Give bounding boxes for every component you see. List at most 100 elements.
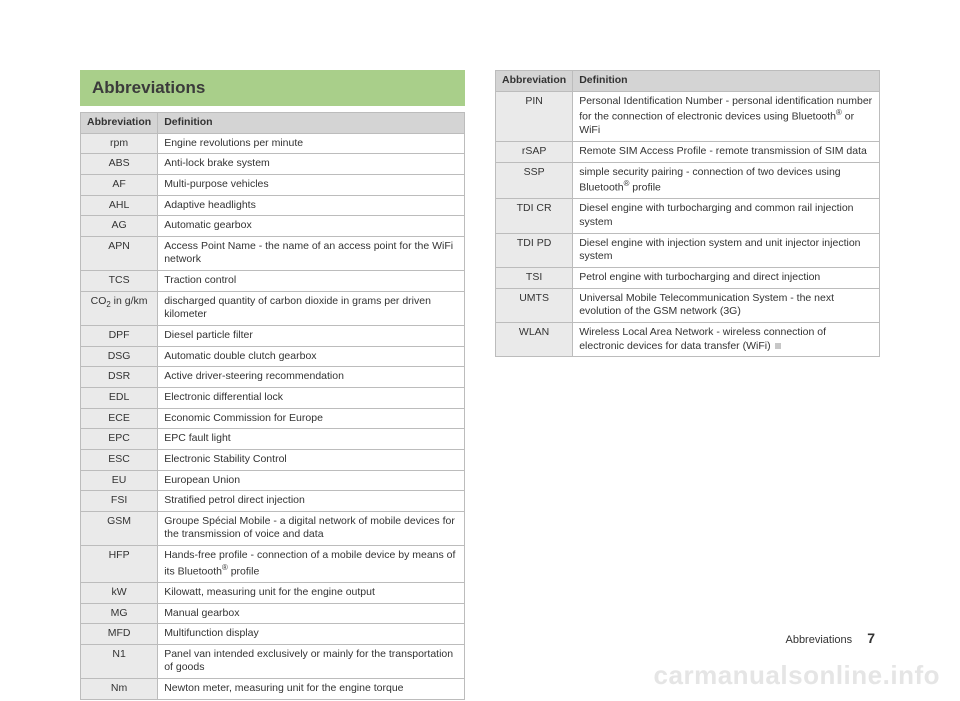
abbr-cell: AF [81, 174, 158, 195]
table-row: APNAccess Point Name - the name of an ac… [81, 236, 465, 270]
table-row: CO2 in g/kmdischarged quantity of carbon… [81, 291, 465, 325]
def-cell: Automatic gearbox [158, 216, 465, 237]
table-row: EPCEPC fault light [81, 429, 465, 450]
abbr-cell: TDI PD [496, 233, 573, 267]
table-header-row: Abbreviation Definition [496, 71, 880, 92]
header-def: Definition [158, 113, 465, 134]
def-cell: Access Point Name - the name of an acces… [158, 236, 465, 270]
abbr-cell: GSM [81, 511, 158, 545]
table-row: UMTSUniversal Mobile Telecommunication S… [496, 288, 880, 322]
abbr-cell: HFP [81, 546, 158, 583]
table-row: ECEEconomic Commission for Europe [81, 408, 465, 429]
def-cell: European Union [158, 470, 465, 491]
abbr-cell: ECE [81, 408, 158, 429]
abbr-table-right: Abbreviation Definition PINPersonal Iden… [495, 70, 880, 357]
table-row: TSIPetrol engine with turbocharging and … [496, 268, 880, 289]
end-square-icon [775, 343, 781, 349]
def-cell: Kilowatt, measuring unit for the engine … [158, 582, 465, 603]
table-row: FSIStratified petrol direct injection [81, 491, 465, 512]
table-row: kWKilowatt, measuring unit for the engin… [81, 582, 465, 603]
def-cell: Electronic differential lock [158, 387, 465, 408]
def-cell: Active driver-steering recommendation [158, 367, 465, 388]
def-cell: Electronic Stability Control [158, 449, 465, 470]
header-abbr: Abbreviation [81, 113, 158, 134]
section-title: Abbreviations [80, 70, 465, 106]
table-row: rpmEngine revolutions per minute [81, 133, 465, 154]
def-cell: Traction control [158, 271, 465, 292]
header-def: Definition [573, 71, 880, 92]
page-footer: Abbreviations 7 [785, 630, 875, 646]
table-row: rSAPRemote SIM Access Profile - remote t… [496, 142, 880, 163]
def-cell: Petrol engine with turbocharging and dir… [573, 268, 880, 289]
table-body-left: rpmEngine revolutions per minuteABSAnti-… [81, 133, 465, 699]
def-cell: Wireless Local Area Network - wireless c… [573, 322, 880, 356]
abbr-cell: EU [81, 470, 158, 491]
watermark: carmanualsonline.info [654, 660, 940, 691]
abbr-cell: AHL [81, 195, 158, 216]
def-cell: Automatic double clutch gearbox [158, 346, 465, 367]
table-header-row: Abbreviation Definition [81, 113, 465, 134]
abbr-cell: TCS [81, 271, 158, 292]
table-row: DSRActive driver-steering recommendation [81, 367, 465, 388]
def-cell: Manual gearbox [158, 603, 465, 624]
abbr-cell: N1 [81, 644, 158, 678]
abbr-cell: PIN [496, 91, 573, 141]
def-cell: Stratified petrol direct injection [158, 491, 465, 512]
table-row: NmNewton meter, measuring unit for the e… [81, 679, 465, 700]
abbr-cell: UMTS [496, 288, 573, 322]
table-row: PINPersonal Identification Number - pers… [496, 91, 880, 141]
table-row: DSGAutomatic double clutch gearbox [81, 346, 465, 367]
def-cell: Adaptive headlights [158, 195, 465, 216]
abbr-cell: FSI [81, 491, 158, 512]
table-row: MGManual gearbox [81, 603, 465, 624]
def-cell: Universal Mobile Telecommunication Syste… [573, 288, 880, 322]
right-column: Abbreviation Definition PINPersonal Iden… [495, 70, 880, 700]
abbr-cell: ABS [81, 154, 158, 175]
def-cell: discharged quantity of carbon dioxide in… [158, 291, 465, 325]
def-cell: simple security pairing - connection of … [573, 162, 880, 199]
abbr-cell: rSAP [496, 142, 573, 163]
def-cell: EPC fault light [158, 429, 465, 450]
def-cell: Economic Commission for Europe [158, 408, 465, 429]
table-row: EDLElectronic differential lock [81, 387, 465, 408]
table-row: GSMGroupe Spécial Mobile - a digital net… [81, 511, 465, 545]
table-row: DPFDiesel particle filter [81, 326, 465, 347]
def-cell: Diesel engine with turbocharging and com… [573, 199, 880, 233]
abbr-cell: MG [81, 603, 158, 624]
def-cell: Diesel engine with injection system and … [573, 233, 880, 267]
table-row: WLANWireless Local Area Network - wirele… [496, 322, 880, 356]
def-cell: Diesel particle filter [158, 326, 465, 347]
table-row: HFPHands-free profile - connection of a … [81, 546, 465, 583]
abbr-cell: APN [81, 236, 158, 270]
table-row: TDI CRDiesel engine with turbocharging a… [496, 199, 880, 233]
def-cell: Panel van intended exclusively or mainly… [158, 644, 465, 678]
table-row: N1Panel van intended exclusively or main… [81, 644, 465, 678]
table-row: TDI PDDiesel engine with injection syste… [496, 233, 880, 267]
abbr-cell: DSR [81, 367, 158, 388]
table-row: ABSAnti-lock brake system [81, 154, 465, 175]
abbr-cell: AG [81, 216, 158, 237]
footer-label: Abbreviations [785, 634, 852, 646]
table-row: AHLAdaptive headlights [81, 195, 465, 216]
table-row: AFMulti-purpose vehicles [81, 174, 465, 195]
abbr-cell: MFD [81, 624, 158, 645]
def-cell: Anti-lock brake system [158, 154, 465, 175]
abbr-cell: kW [81, 582, 158, 603]
table-row: TCSTraction control [81, 271, 465, 292]
table-row: ESCElectronic Stability Control [81, 449, 465, 470]
abbr-cell: DSG [81, 346, 158, 367]
def-cell: Remote SIM Access Profile - remote trans… [573, 142, 880, 163]
table-body-right: PINPersonal Identification Number - pers… [496, 91, 880, 357]
abbr-cell: Nm [81, 679, 158, 700]
table-row: AGAutomatic gearbox [81, 216, 465, 237]
abbr-table-left: Abbreviation Definition rpmEngine revolu… [80, 112, 465, 700]
abbr-cell: CO2 in g/km [81, 291, 158, 325]
left-column: Abbreviations Abbreviation Definition rp… [80, 70, 465, 700]
abbr-cell: WLAN [496, 322, 573, 356]
abbr-cell: EPC [81, 429, 158, 450]
page: Abbreviations Abbreviation Definition rp… [0, 0, 960, 701]
def-cell: Engine revolutions per minute [158, 133, 465, 154]
def-cell: Groupe Spécial Mobile - a digital networ… [158, 511, 465, 545]
table-row: SSPsimple security pairing - connection … [496, 162, 880, 199]
abbr-cell: rpm [81, 133, 158, 154]
